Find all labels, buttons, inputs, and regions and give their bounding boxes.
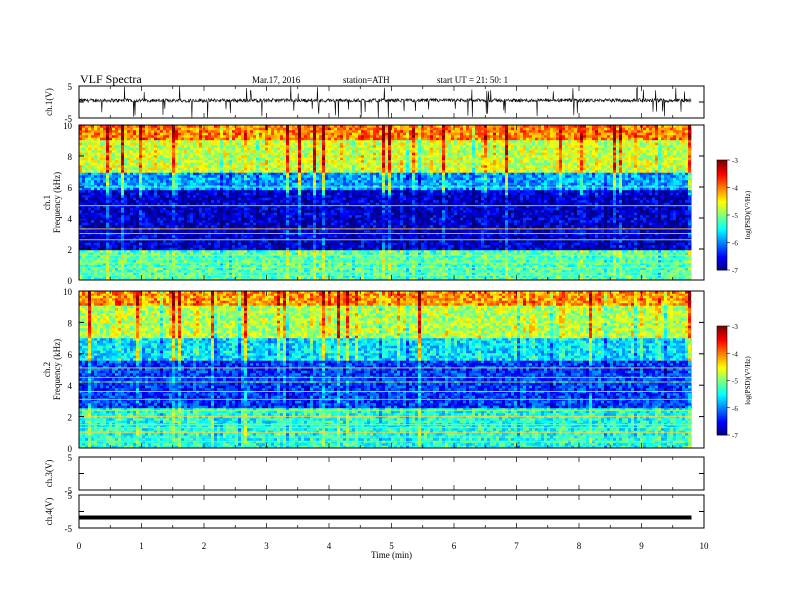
ch2-spec-colorbar-tick-label: -6 [732, 405, 738, 413]
ch2-spec-ylabel: Frequency (kHz) [52, 339, 62, 400]
ch1-ylabel: ch.1(V) [44, 88, 54, 116]
xaxis-tick-label: 3 [264, 541, 269, 551]
ch2-spec-empty-tail [691, 291, 704, 448]
ch2-spec-ytick-label: 0 [68, 444, 73, 454]
ch1-spec-ytick-label: 10 [63, 121, 73, 131]
ch1-ytick-bottom: -5 [65, 114, 73, 124]
ch1-spec-ytick-label: 4 [68, 214, 73, 224]
ch2-spec-ytick-label: 10 [63, 287, 73, 297]
xaxis-tick-label: 2 [202, 541, 207, 551]
ch4-ytick-top: 5 [68, 491, 73, 501]
xaxis-tick-label: 6 [452, 541, 457, 551]
ch1-spec-colorbar-label: log(PSD)(V²/Hz) [744, 190, 752, 239]
xaxis-tick-label: 9 [639, 541, 644, 551]
ch1-spec-empty-tail [691, 125, 704, 280]
ch1-spec-colorbar [717, 160, 727, 271]
xaxis-tick-label: 8 [577, 541, 582, 551]
ch1-spec-colorbar-tick-label: -4 [732, 185, 738, 193]
ch1-spec-ytick-label: 2 [68, 245, 73, 255]
ch2-spec-ytick-label: 8 [68, 318, 73, 328]
ch3-ylabel: ch.3(V) [44, 460, 54, 488]
ch1-spec-colorbar-tick-label: -7 [732, 267, 738, 275]
ch1-spec-colorbar-tick-label: -5 [732, 212, 738, 220]
chart-title: VLF Spectra [80, 72, 142, 87]
ch2-spec-channel-label: ch.2 [42, 362, 52, 377]
ch1-spec-ytick-label: 8 [68, 152, 73, 162]
ch1-spec-colorbar-tick-label: -3 [732, 157, 738, 165]
ch1-spec-ytick-label: 6 [68, 183, 73, 193]
ch3-ytick-bottom: -5 [65, 486, 73, 496]
ch2-spec-ytick-label: 6 [68, 350, 73, 360]
xaxis-label: Time (min) [371, 550, 412, 560]
ch1-ytick-top: 5 [68, 82, 73, 92]
xaxis-tick-label: 7 [514, 541, 519, 551]
ch2-spec-ytick-label: 2 [68, 413, 73, 423]
ch1-spec-heatmap [79, 125, 694, 281]
xaxis-tick-label: 4 [327, 541, 332, 551]
xaxis-tick-label: 10 [700, 541, 710, 551]
ch2-spec-colorbar-tick-label: -7 [732, 432, 738, 440]
ch4-ylabel: ch.4(V) [44, 498, 54, 526]
ch2-spec-colorbar-tick-label: -5 [732, 378, 738, 386]
ch1-spec-ylabel: Frequency (kHz) [52, 172, 62, 233]
ch2-spec-colorbar-label: log(PSD)(V²/Hz) [744, 356, 752, 405]
ch3-ytick-top: 5 [68, 453, 73, 463]
start-time-label: start UT = 21: 50: 1 [437, 75, 508, 85]
xaxis-tick-label: 5 [389, 541, 394, 551]
ch1-spec-ytick-label: 0 [68, 276, 73, 286]
ch2-spec-colorbar-tick-label: -4 [732, 350, 738, 358]
xaxis-tick-label: 0 [77, 541, 82, 551]
station-label: station=ATH [343, 75, 390, 85]
ch1-signal-line [78, 85, 692, 118]
ch4-ytick-bottom: -5 [65, 524, 73, 534]
ch1-spec-colorbar-tick-label: -6 [732, 240, 738, 248]
ch2-spec-colorbar [717, 326, 727, 436]
ch2-spec-ytick-label: 4 [68, 381, 73, 391]
xaxis-tick-label: 1 [139, 541, 144, 551]
ch2-spec-colorbar-tick-label: -3 [732, 323, 738, 331]
ch1-spec-channel-label: ch.1 [42, 195, 52, 210]
date-label: Mar.17, 2016 [252, 75, 300, 85]
